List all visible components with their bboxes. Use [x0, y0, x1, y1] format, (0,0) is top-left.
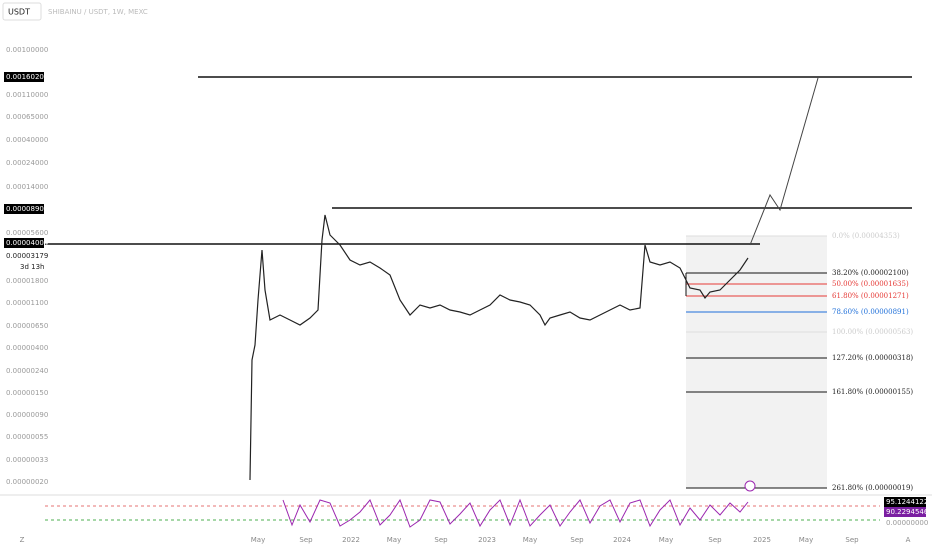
price-label: 0.00100000: [6, 46, 48, 54]
price-label: 0.00110000: [6, 91, 48, 99]
price-tag: [4, 238, 44, 248]
price-label: 0.00001100: [6, 299, 48, 307]
time-label: May: [251, 536, 265, 544]
time-label: A: [906, 536, 911, 544]
fib-label: 261.80% (0.00000019): [832, 484, 913, 492]
time-label: 2025: [753, 536, 771, 544]
time-label: 2024: [613, 536, 631, 544]
price-tag-text: 0.00008902: [6, 205, 48, 213]
time-label: Z: [20, 536, 25, 544]
price-label: 0.00000150: [6, 389, 48, 397]
stoch-line: [282, 498, 749, 528]
price-label: 0.00000400: [6, 344, 48, 352]
fib-label: 161.80% (0.00000155): [832, 388, 913, 396]
price-label: 0.00014000: [6, 183, 48, 191]
time-label: 2023: [478, 536, 496, 544]
price-tag: [4, 204, 44, 214]
indicator-value: 0.00000000: [886, 519, 928, 527]
fib-label: 50.00% (0.00001635): [832, 280, 909, 288]
price-axis: 0.00100000 0.00110000 0.00065000 0.00040000…: [6, 46, 48, 486]
price-tag: [4, 72, 44, 82]
price-series: [249, 214, 749, 481]
price-label: 0.00000090: [6, 411, 48, 419]
time-label: Sep: [299, 536, 313, 544]
fib-label: 61.80% (0.00001271): [832, 292, 909, 300]
price-label: 0.00065000: [6, 113, 48, 121]
price-label: 0.00000240: [6, 367, 48, 375]
fib-label: 38.20% (0.00002100): [832, 269, 909, 277]
price-label: 0.00005600: [6, 229, 48, 237]
price-label: 0.00000055: [6, 433, 48, 441]
time-label: May: [387, 536, 401, 544]
price-tag-text: 0.00004004: [6, 239, 49, 247]
time-label: Sep: [570, 536, 584, 544]
price-label: 0.00040000: [6, 136, 48, 144]
fib-label: 100.00% (0.00000563): [832, 328, 913, 336]
fib-label: 78.60% (0.00000891): [832, 308, 909, 316]
time-label: May: [523, 536, 537, 544]
fib-lines: [686, 235, 827, 489]
time-label: Sep: [845, 536, 859, 544]
projection-path: [749, 77, 819, 246]
price-label: 0.00000020: [6, 478, 48, 486]
chart-title: SHIBAINU / USDT, 1W, MEXC: [48, 8, 148, 16]
countdown: 3d 13h: [20, 263, 44, 271]
price-label: 0.00000033: [6, 456, 48, 464]
fib-label: 0.0% (0.00004353): [832, 232, 900, 240]
time-label: May: [799, 536, 813, 544]
fib-area: [686, 236, 827, 488]
time-label: 2022: [342, 536, 360, 544]
fib-label: 127.20% (0.00000318): [832, 354, 913, 362]
indicator-tag: [884, 507, 926, 517]
event-icon[interactable]: [744, 480, 756, 492]
time-label: Sep: [434, 536, 448, 544]
time-axis: Z May Sep 2022 May Sep 2023 May Sep 2024 May Sep 202…: [20, 536, 911, 544]
indicator-value: 90.22945469: [886, 508, 932, 516]
symbol: USDT: [8, 8, 30, 17]
time-label: May: [659, 536, 673, 544]
price-label: 0.00000650: [6, 322, 48, 330]
indicator-value: 95.12441226: [886, 498, 932, 506]
last-price: 0.00003179: [6, 252, 48, 260]
price-label: 0.00024000: [6, 159, 48, 167]
price-label: 0.00001800: [6, 277, 48, 285]
indicator-tag: [884, 497, 926, 507]
price-tag-text: 0.00160201: [6, 73, 48, 81]
symbol-box[interactable]: [2, 2, 42, 21]
time-label: Sep: [708, 536, 722, 544]
